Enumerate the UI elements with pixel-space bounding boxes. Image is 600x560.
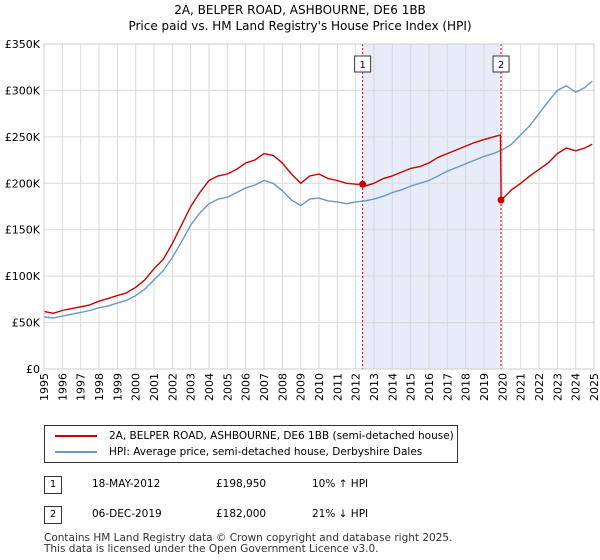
y-tick-label: £350K [5, 38, 41, 51]
x-tick-label: 1995 [38, 373, 51, 401]
x-tick-label: 2004 [203, 373, 216, 401]
y-tick-label: £200K [5, 177, 41, 190]
footer-copyright: Contains HM Land Registry data © Crown c… [44, 532, 453, 544]
y-tick-label: £250K [5, 131, 41, 144]
annotation-box [492, 55, 510, 73]
x-tick-label: 2001 [148, 373, 161, 401]
x-tick-label: 2022 [533, 373, 546, 401]
transaction-row: 1 18-MAY-2012 £198,950 10% ↑ HPI [44, 476, 584, 494]
x-tick-label: 2002 [166, 373, 179, 401]
x-tick-label: 2018 [460, 373, 473, 401]
y-tick-label: £300K [5, 84, 41, 97]
transaction-price: £182,000 [216, 508, 267, 520]
x-tick-label: 2006 [240, 373, 253, 401]
x-tick-label: 1999 [111, 373, 124, 401]
legend-label-hpi: HPI: Average price, semi-detached house,… [109, 446, 423, 458]
x-tick-label: 2015 [405, 373, 418, 401]
y-tick-label: £150K [5, 224, 41, 237]
x-tick-label: 2013 [368, 373, 381, 401]
legend-item-hpi: HPI: Average price, semi-detached house,… [55, 444, 422, 460]
transaction-hpi-change: 10% ↑ HPI [312, 478, 369, 490]
annotation-label: 1 [359, 60, 365, 71]
hpi-line [43, 80, 593, 319]
x-tick-label: 1997 [75, 373, 88, 401]
x-tick-label: 2019 [478, 373, 491, 401]
y-tick-label: £100K [5, 270, 41, 283]
x-tick-label: 2011 [331, 373, 344, 401]
legend-swatch-hpi [55, 451, 97, 453]
x-tick-label: 2016 [423, 373, 436, 401]
transaction-row: 2 06-DEC-2019 £182,000 21% ↓ HPI [44, 506, 584, 524]
x-tick-label: 2023 [551, 373, 564, 401]
x-tick-label: 2024 [570, 373, 583, 401]
legend-label-property: 2A, BELPER ROAD, ASHBOURNE, DE6 1BB (sem… [109, 430, 454, 442]
legend-swatch-property [55, 435, 97, 437]
legend-item-property: 2A, BELPER ROAD, ASHBOURNE, DE6 1BB (sem… [55, 428, 454, 444]
x-tick-label: 2003 [185, 373, 198, 401]
y-tick-label: £50K [12, 317, 41, 330]
x-tick-label: 2000 [130, 373, 143, 401]
x-tick-label: 2014 [386, 373, 399, 401]
x-tick-label: 2020 [496, 373, 509, 401]
transaction-price: £198,950 [216, 478, 267, 490]
transaction-hpi-change: 21% ↓ HPI [312, 508, 369, 520]
annotation-label: 2 [498, 60, 504, 71]
sale-point [497, 196, 505, 204]
price-chart: £0 £50K £100K £150K £200K £250K £300K £350K 1995… [5, 38, 600, 401]
x-tick-label: 2007 [258, 373, 271, 401]
sale-point [359, 180, 367, 188]
x-tick-label: 2017 [441, 373, 454, 401]
transaction-badge: 1 [44, 476, 62, 494]
x-tick-label: 2010 [313, 373, 326, 401]
x-tick-label: 1996 [56, 373, 69, 401]
shaded-period [362, 44, 502, 369]
x-tick-label: 2012 [350, 373, 363, 401]
x-tick-label: 2009 [295, 373, 308, 401]
transaction-date: 18-MAY-2012 [92, 478, 161, 490]
x-tick-label: 2025 [588, 373, 600, 401]
x-tick-label: 2005 [221, 373, 234, 401]
chart-title: 2A, BELPER ROAD, ASHBOURNE, DE6 1BB [174, 3, 426, 17]
footer-licence: This data is licensed under the Open Gov… [44, 543, 379, 555]
chart-subtitle: Price paid vs. HM Land Registry's House … [128, 19, 472, 33]
transaction-badge: 2 [44, 506, 62, 524]
x-tick-label: 2021 [515, 373, 528, 401]
x-tick-label: 2008 [276, 373, 289, 401]
y-tick-label: £0 [26, 363, 40, 376]
annotation-box [354, 55, 372, 73]
x-tick-label: 1998 [93, 373, 106, 401]
plot-border [43, 43, 595, 370]
transaction-date: 06-DEC-2019 [92, 508, 162, 520]
legend: 2A, BELPER ROAD, ASHBOURNE, DE6 1BB (sem… [44, 425, 458, 463]
